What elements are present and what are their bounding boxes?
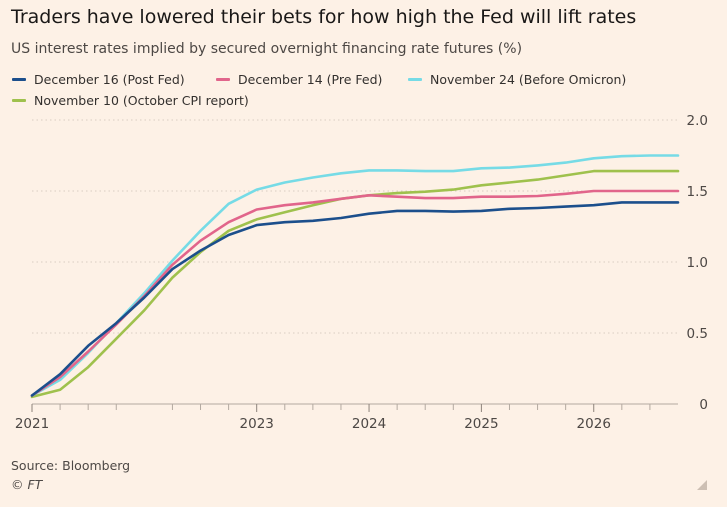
y-tick-label-4: 2.0 (687, 113, 708, 129)
resize-handle-icon (697, 480, 707, 490)
chart-title: Traders have lowered their bets for how … (11, 6, 637, 28)
y-tick-label-3: 1.5 (687, 184, 708, 200)
legend-label-dec14: December 14 (Pre Fed) (238, 72, 383, 87)
series-line-november-24-before-omicron (30, 154, 680, 397)
copyright-note: © FT (11, 477, 43, 492)
legend: December 16 (Post Fed) December 14 (Pre … (12, 72, 717, 112)
chart-subtitle: US interest rates implied by secured ove… (11, 41, 523, 57)
legend-swatch-nov10 (12, 99, 26, 102)
legend-label-dec16: December 16 (Post Fed) (34, 72, 185, 87)
x-tick-label-3: 2025 (464, 416, 498, 432)
x-tick-label-1: 2023 (240, 416, 274, 432)
x-tick-label-0: 2021 (15, 416, 49, 432)
source-note: Source: Bloomberg (11, 458, 131, 473)
y-tick-label-1: 0.5 (687, 326, 708, 342)
legend-swatch-dec16 (12, 78, 26, 81)
legend-swatch-dec14 (216, 78, 230, 81)
x-tick-label-4: 2026 (577, 416, 611, 432)
y-tick-label-2: 1.0 (687, 255, 708, 271)
series-line-december-16-post-fed (30, 201, 680, 397)
legend-item-dec14: December 14 (Pre Fed) (216, 72, 382, 87)
legend-label-nov10: November 10 (October CPI report) (34, 93, 249, 108)
legend-label-nov24: November 24 (Before Omicron) (430, 72, 627, 87)
chart-area: 0 0.5 1.0 1.5 2.0 2021 2023 2024 2025 2026 (0, 108, 727, 440)
x-tick-label-2: 2024 (352, 416, 386, 432)
line-chart: 0 0.5 1.0 1.5 2.0 2021 2023 2024 2025 2026 (15, 113, 708, 432)
series-line-december-14-pre-fed (30, 189, 680, 397)
legend-item-dec16: December 16 (Post Fed) (12, 72, 185, 87)
legend-item-nov24: November 24 (Before Omicron) (408, 72, 626, 87)
y-tick-label-0: 0 (699, 397, 708, 413)
legend-item-nov10: November 10 (October CPI report) (12, 93, 249, 108)
legend-swatch-nov24 (408, 78, 422, 81)
